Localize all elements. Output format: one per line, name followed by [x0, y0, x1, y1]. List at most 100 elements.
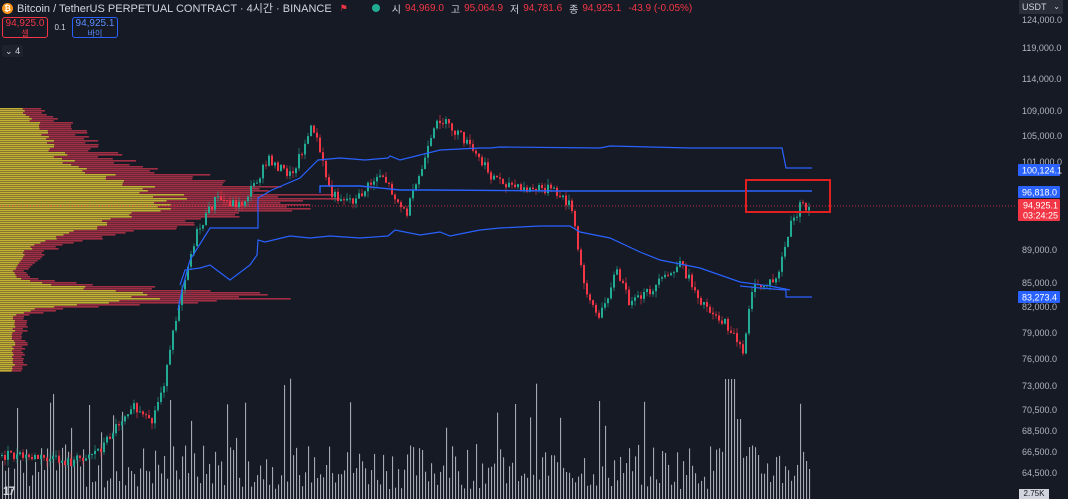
candle-body: [118, 424, 120, 426]
symbol-title[interactable]: Bitcoin / TetherUS PERPETUAL CONTRACT · …: [17, 3, 332, 15]
volume-profile-bar: [0, 112, 23, 114]
candle-body: [232, 200, 234, 206]
currency-select[interactable]: USDT ⌄: [1019, 0, 1063, 14]
volume-profile-bar: [0, 222, 107, 224]
candle-body: [379, 175, 381, 177]
volume-profile-bar: [0, 182, 123, 184]
candle-body: [322, 152, 324, 161]
candle-body: [436, 120, 438, 129]
candle-body: [175, 320, 177, 331]
candle-body: [49, 459, 51, 462]
volume-profile-bar: [0, 368, 13, 370]
candle-body: [148, 415, 150, 419]
volume-bar: [554, 455, 556, 499]
volume-bar: [488, 467, 490, 499]
sell-button[interactable]: 94,925.0 셀: [2, 17, 48, 38]
candle-body: [325, 160, 327, 178]
bitcoin-logo-icon: ₿: [2, 2, 13, 14]
candle-body: [370, 182, 372, 185]
candle-body: [13, 452, 15, 459]
candle-body: [226, 200, 228, 202]
volume-profile-bar: [0, 122, 41, 124]
candle-body: [547, 184, 549, 194]
candle-body: [451, 123, 453, 131]
symbol-header: ₿ Bitcoin / TetherUS PERPETUAL CONTRACT …: [0, 0, 1012, 16]
volume-bar: [308, 446, 310, 499]
volume-profile-bar: [0, 190, 148, 192]
candle-body: [52, 455, 54, 459]
volume-bar: [509, 466, 511, 499]
volume-profile-bar: [0, 286, 86, 288]
volume-profile-bar: [0, 232, 70, 234]
lower-band-line: [739, 285, 812, 298]
candle-body: [646, 289, 648, 292]
candle-body: [712, 312, 714, 315]
volume-bar: [17, 408, 19, 499]
volume-bar: [500, 449, 502, 499]
candle-body: [64, 461, 66, 465]
volume-bar: [704, 476, 706, 499]
indicators-toggle-button[interactable]: ⌄ 4: [2, 45, 24, 57]
candle-body: [382, 175, 384, 177]
axis-tick-label: 76,000.0: [1022, 354, 1057, 364]
volume-bar: [491, 466, 493, 499]
candle-body: [31, 457, 33, 460]
candle-body: [334, 191, 336, 198]
volume-bar: [605, 425, 607, 499]
buy-button[interactable]: 94,925.1 바이: [72, 17, 118, 38]
volume-profile-bar: [0, 340, 14, 342]
candle-body: [184, 279, 186, 290]
volume-profile-bar: [0, 302, 109, 304]
volume-profile-bar: [0, 220, 102, 222]
volume-bar: [35, 462, 37, 499]
candle-body: [577, 226, 579, 250]
axis-tick-label: 73,000.0: [1022, 381, 1057, 391]
volume-bar: [692, 465, 694, 499]
volume-bar: [347, 452, 349, 499]
candle-body: [109, 436, 111, 439]
volume-bar: [722, 451, 724, 499]
volume-bar: [635, 456, 637, 499]
volume-bar: [623, 473, 625, 499]
candle-body: [619, 269, 621, 281]
volume-bar: [743, 457, 745, 499]
volume-profile-bar: [0, 146, 54, 148]
volume-profile-bar: [0, 132, 48, 134]
candle-body: [511, 182, 513, 185]
candle-body: [307, 136, 309, 144]
candle-body: [250, 185, 252, 197]
volume-bar: [752, 445, 754, 499]
volume-profile-bar: [0, 200, 167, 202]
candle-body: [709, 306, 711, 313]
candle-body: [418, 176, 420, 185]
flag-icon[interactable]: ⚑: [339, 2, 348, 13]
volume-profile-bar: [0, 314, 17, 316]
volume-bar: [653, 447, 655, 499]
candle-body: [706, 302, 708, 307]
candle-body: [271, 155, 273, 166]
candle-body: [301, 154, 303, 156]
volume-bar: [233, 450, 235, 499]
candle-body: [481, 157, 483, 166]
candle-body: [664, 274, 666, 278]
volume-bar: [677, 452, 679, 499]
candle-body: [634, 297, 636, 301]
volume-bar: [665, 452, 667, 499]
volume-profile-bar: [0, 148, 50, 150]
volume-profile-bar: [0, 268, 16, 270]
volume-bar: [761, 473, 763, 499]
volume-profile-bar: [0, 138, 47, 140]
volume-profile-bar: [0, 278, 22, 280]
candle-body: [400, 202, 402, 208]
candle-body: [361, 193, 363, 197]
volume-bar: [200, 483, 202, 499]
volume-profile-bar: [0, 130, 48, 132]
candle-body: [73, 459, 75, 467]
candlesticks: [1, 114, 810, 468]
candle-body: [313, 125, 315, 133]
volume-bar: [518, 481, 520, 499]
volume-profile-bar: [0, 224, 107, 226]
candle-body: [238, 201, 240, 208]
volume-profile-bar: [0, 206, 158, 208]
